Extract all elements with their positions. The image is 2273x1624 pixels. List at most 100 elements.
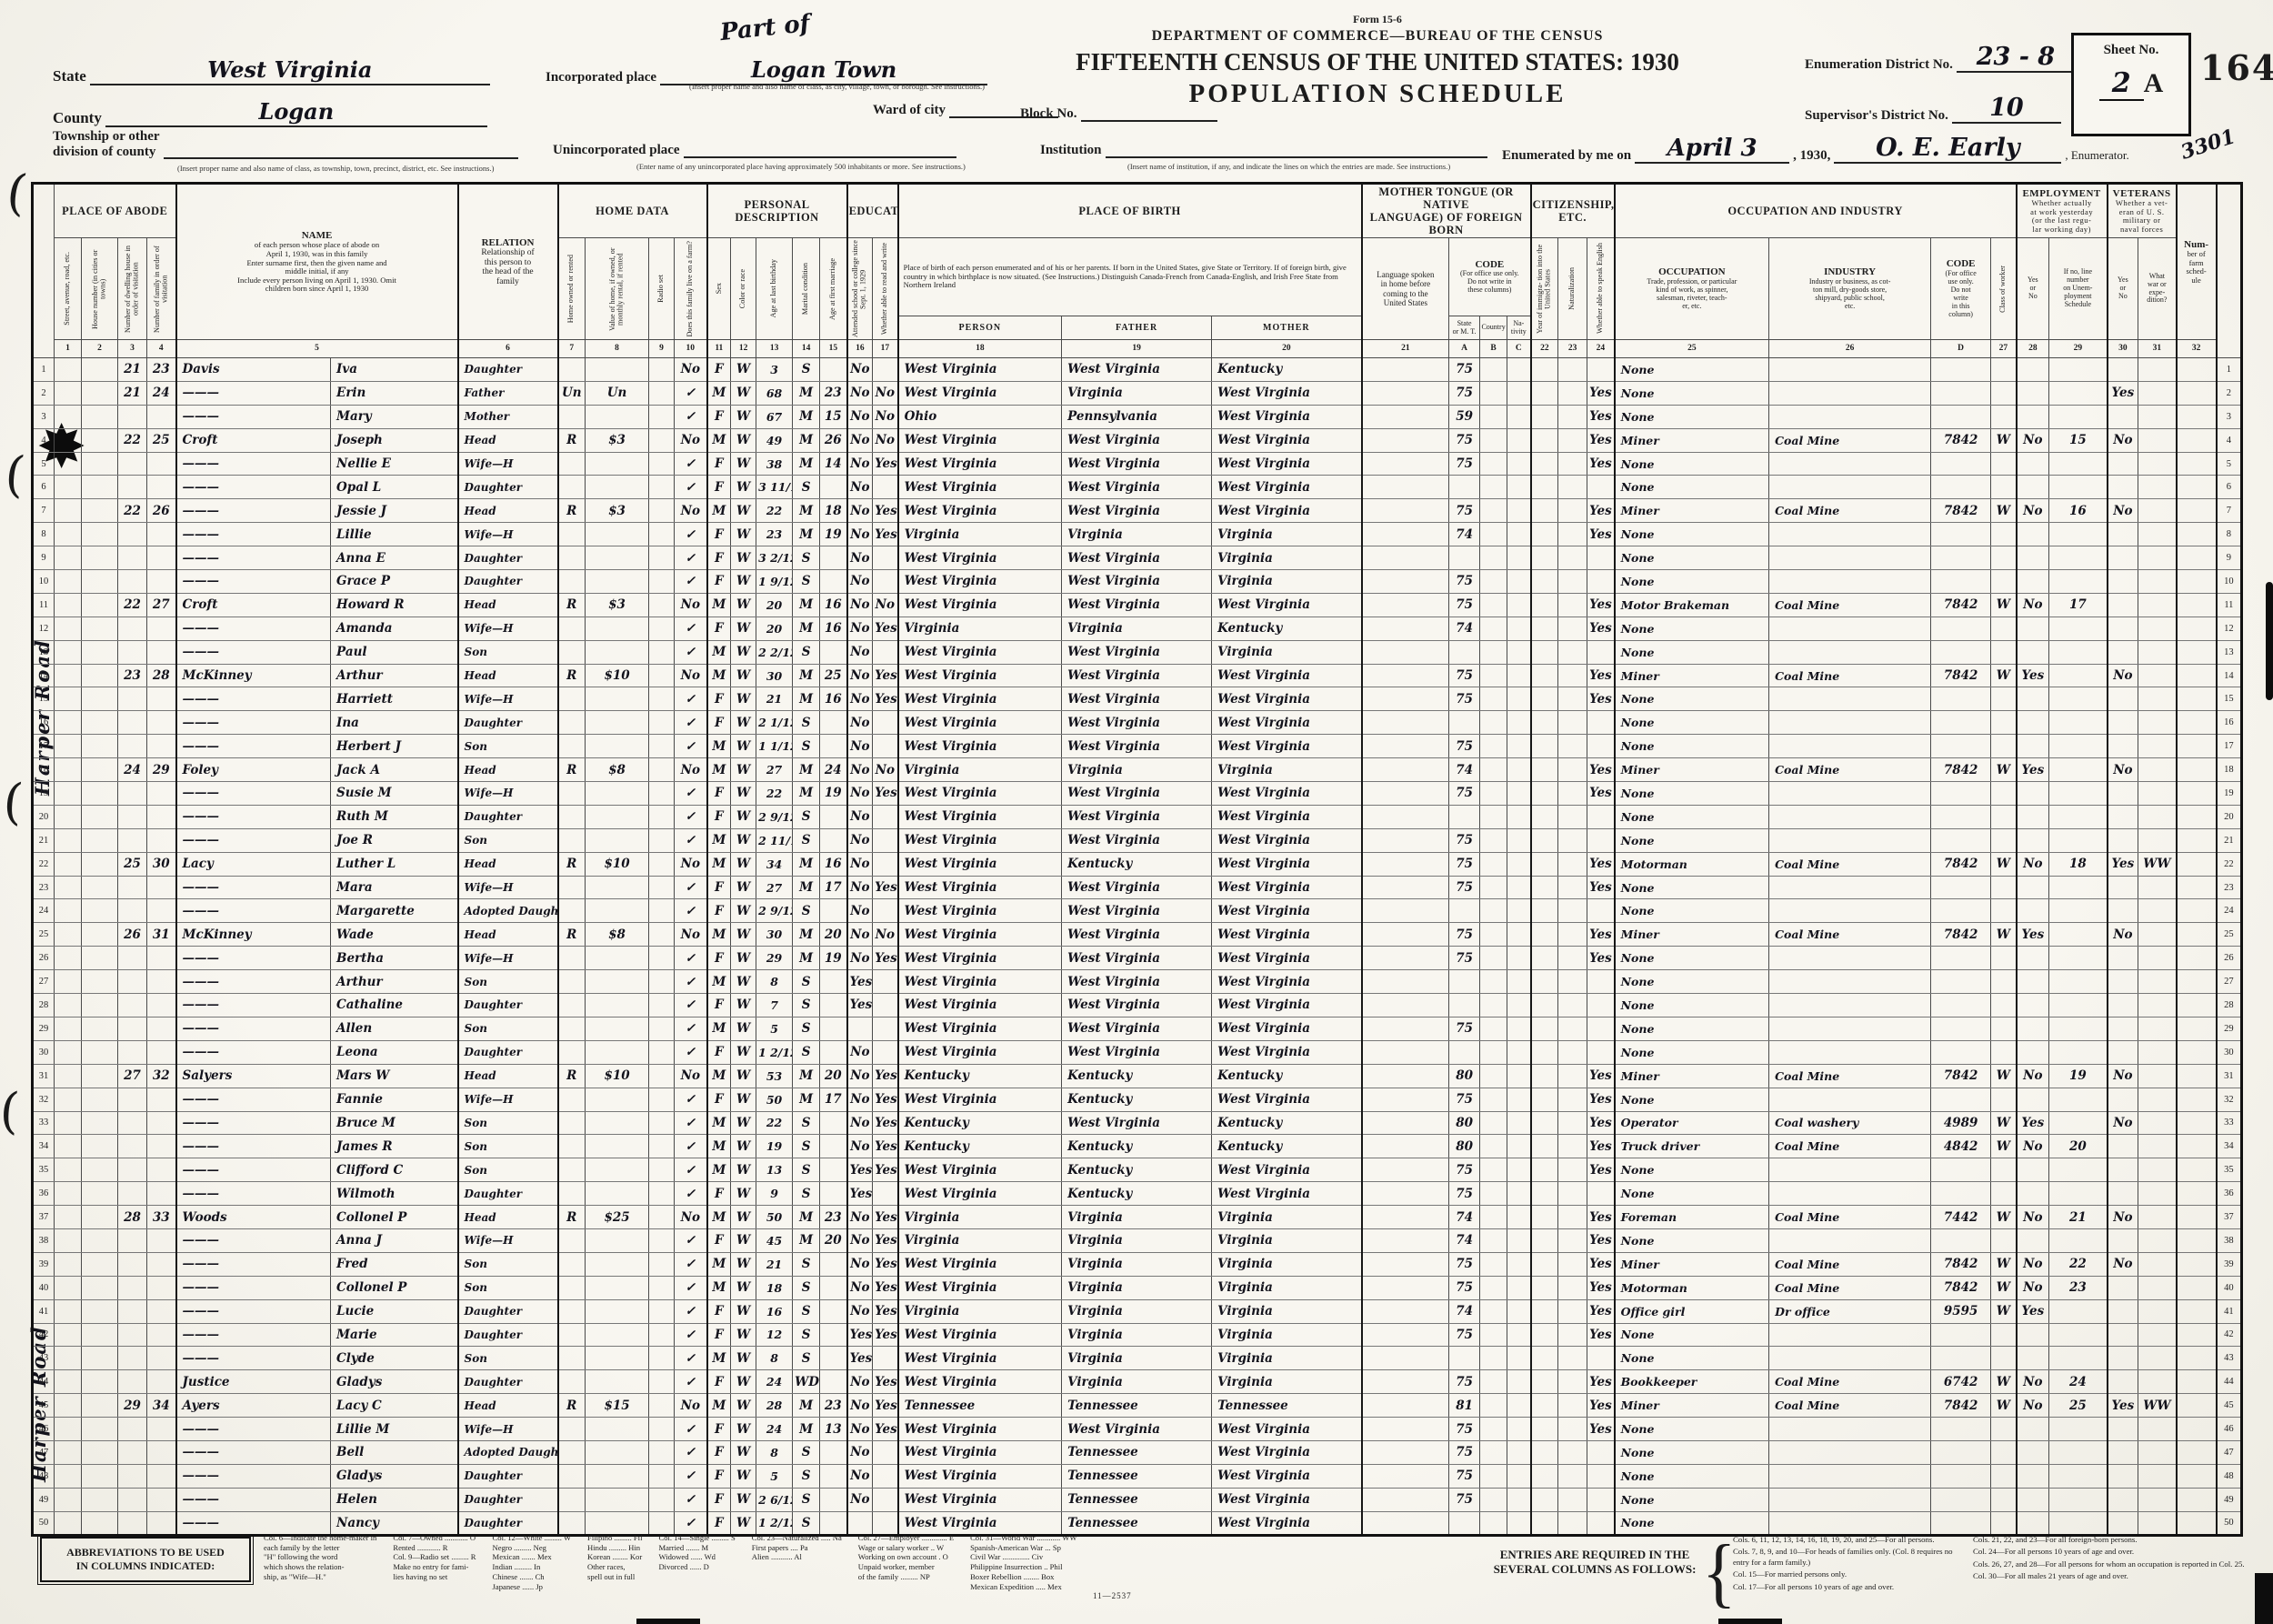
cell-sex: F xyxy=(706,781,732,806)
cell-yim xyxy=(1529,1134,1559,1159)
cell-sex: F xyxy=(706,1228,732,1253)
column-header: Value of home, if owned, or monthly rent… xyxy=(585,237,650,340)
cell-agm: 26 xyxy=(819,427,848,453)
cell-mar: M xyxy=(792,522,821,547)
cell-wk: No xyxy=(2015,851,2050,877)
line-number: 12 xyxy=(32,616,55,641)
cell-ca: 75 xyxy=(1448,1463,1481,1489)
cell-hn xyxy=(81,1134,118,1159)
column-header: 28 xyxy=(2015,339,2050,358)
enumerated-label: Enumerated by me on xyxy=(1502,148,1632,163)
cell-dn xyxy=(117,827,147,853)
cell-wk: No xyxy=(2015,592,2050,617)
cell-sur: ——— xyxy=(175,404,332,429)
cell-dn xyxy=(117,710,147,736)
cell-fs xyxy=(2175,757,2218,783)
cell-bm: West Virginia xyxy=(1211,1487,1363,1512)
cell-sex: F xyxy=(706,1369,732,1395)
cell-ind xyxy=(1768,687,1932,712)
column-header: 13 xyxy=(756,339,794,358)
cell-eng xyxy=(1587,639,1616,665)
cell-cc xyxy=(1507,1463,1532,1489)
cell-eng: Yes xyxy=(1587,1110,1616,1136)
cell-rel: Daughter xyxy=(456,475,559,500)
cell-st xyxy=(54,451,82,476)
column-header: 31 xyxy=(2138,339,2178,358)
incorporated-note: (Insert proper name and also name of cla… xyxy=(689,82,985,91)
cell-dn xyxy=(117,404,147,429)
cell-col: W xyxy=(730,592,757,617)
line-number: 24 xyxy=(32,898,55,924)
cell-bm: West Virginia xyxy=(1211,1439,1363,1465)
cell-rw xyxy=(872,1487,899,1512)
cell-mar: M xyxy=(792,616,821,641)
margin-paren-1: ( xyxy=(3,162,31,223)
cell-val xyxy=(585,404,650,429)
cell-wk: Yes xyxy=(2015,1298,2050,1324)
cell-bf: Kentucky xyxy=(1061,1063,1213,1088)
cell-mar: S xyxy=(792,475,821,500)
cell-ca xyxy=(1448,475,1481,500)
cell-bp: West Virginia xyxy=(896,569,1063,594)
cell-st xyxy=(54,1369,82,1395)
column-header: Home owned or rented xyxy=(556,237,586,340)
line-number: 8 xyxy=(32,522,55,547)
table-row: 3 ——— Mary Mother ✓ F W 67 M 15 No No Ohio Pennsylvan… xyxy=(32,404,2243,429)
cell-occ: Miner xyxy=(1613,498,1770,524)
cell-sur: ——— xyxy=(175,1346,332,1371)
cell-cc xyxy=(1507,1016,1532,1041)
cell-farm: ✓ xyxy=(674,1298,708,1324)
cell-rw: Yes xyxy=(872,1228,899,1253)
line-number: 13 xyxy=(2215,639,2243,665)
cell-farm: ✓ xyxy=(674,1016,708,1041)
cell-cls xyxy=(1990,946,2018,971)
cell-sch: No xyxy=(846,380,874,406)
cell-rad xyxy=(648,1251,676,1277)
cell-giv: Nancy xyxy=(330,1510,459,1536)
cell-bp: West Virginia xyxy=(896,687,1063,712)
cell-rw xyxy=(872,969,899,995)
cell-bf: West Virginia xyxy=(1061,922,1213,947)
column-header: Color or race xyxy=(730,237,757,340)
cell-cc xyxy=(1507,1393,1532,1418)
cell-fs xyxy=(2175,546,2218,571)
table-row: 23 ——— Mara Wife—H ✓ F W 27 M 17 No Yes West Virgini… xyxy=(32,875,2243,900)
cell-bm: West Virginia xyxy=(1211,592,1363,617)
cell-rw: Yes xyxy=(872,1134,899,1159)
cell-war xyxy=(2138,522,2178,547)
cell-bf: Virginia xyxy=(1061,616,1213,641)
cell-sex: M xyxy=(706,1251,732,1277)
cell-fn: 31 xyxy=(145,922,177,947)
cell-agm: 20 xyxy=(819,922,848,947)
cell-farm: ✓ xyxy=(674,1039,708,1065)
institution-line xyxy=(1105,138,1487,158)
cell-agm: 15 xyxy=(819,404,848,429)
cell-hn xyxy=(81,851,118,877)
column-header: 21 xyxy=(1360,339,1450,358)
cell-nat xyxy=(1557,1275,1588,1300)
cell-war xyxy=(2138,616,2178,641)
cell-ca: 75 xyxy=(1448,1087,1481,1112)
cell-cc xyxy=(1507,1228,1532,1253)
cell-col: W xyxy=(730,357,757,382)
cell-cb xyxy=(1479,1322,1508,1348)
cell-giv: Joseph xyxy=(330,427,459,453)
cell-sch: Yes xyxy=(846,1158,874,1183)
cell-farm: ✓ xyxy=(674,781,708,806)
cell-ind xyxy=(1768,875,1932,900)
cell-rel: Head xyxy=(456,757,559,783)
cell-st xyxy=(54,804,82,829)
cell-col: W xyxy=(730,922,757,947)
cell-rel: Mother xyxy=(456,404,559,429)
cell-sch: No xyxy=(846,1039,874,1065)
cell-hn xyxy=(81,1063,118,1088)
cell-lang xyxy=(1360,969,1450,995)
cell-fn xyxy=(145,1417,177,1441)
cell-dn xyxy=(117,969,147,995)
cell-hn xyxy=(81,1275,118,1300)
cell-cls xyxy=(1990,781,2018,806)
cell-agm xyxy=(819,569,848,594)
cell-cc xyxy=(1507,1510,1532,1536)
cell-cc xyxy=(1507,1039,1532,1065)
